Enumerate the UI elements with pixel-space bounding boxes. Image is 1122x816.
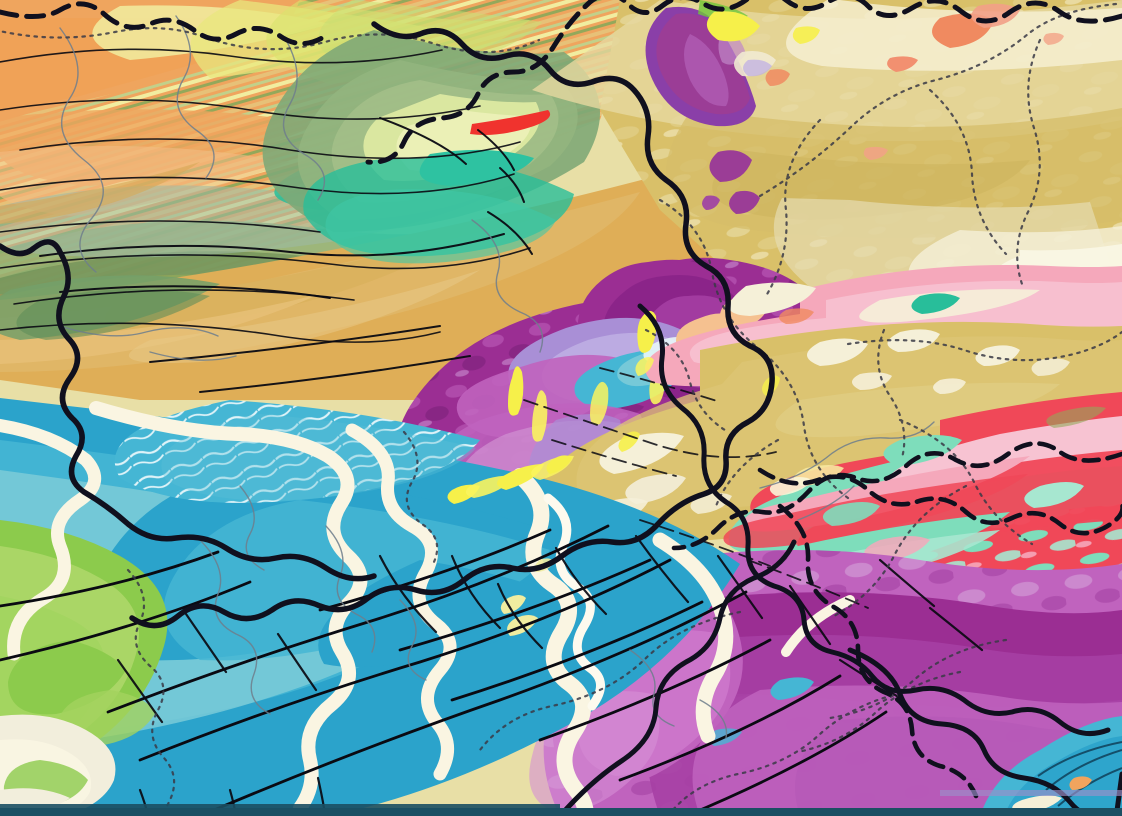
feature-purple-wedge-north [645, 0, 790, 214]
map-bottom-edge-strip-left [0, 804, 560, 809]
map-bottom-edge-strip-right [940, 790, 1122, 796]
map-bottom-edge-strip [0, 808, 1122, 816]
feature-rivers [59, 15, 935, 739]
region-north-green-valley [262, 30, 600, 264]
feature-faults [0, 48, 984, 816]
